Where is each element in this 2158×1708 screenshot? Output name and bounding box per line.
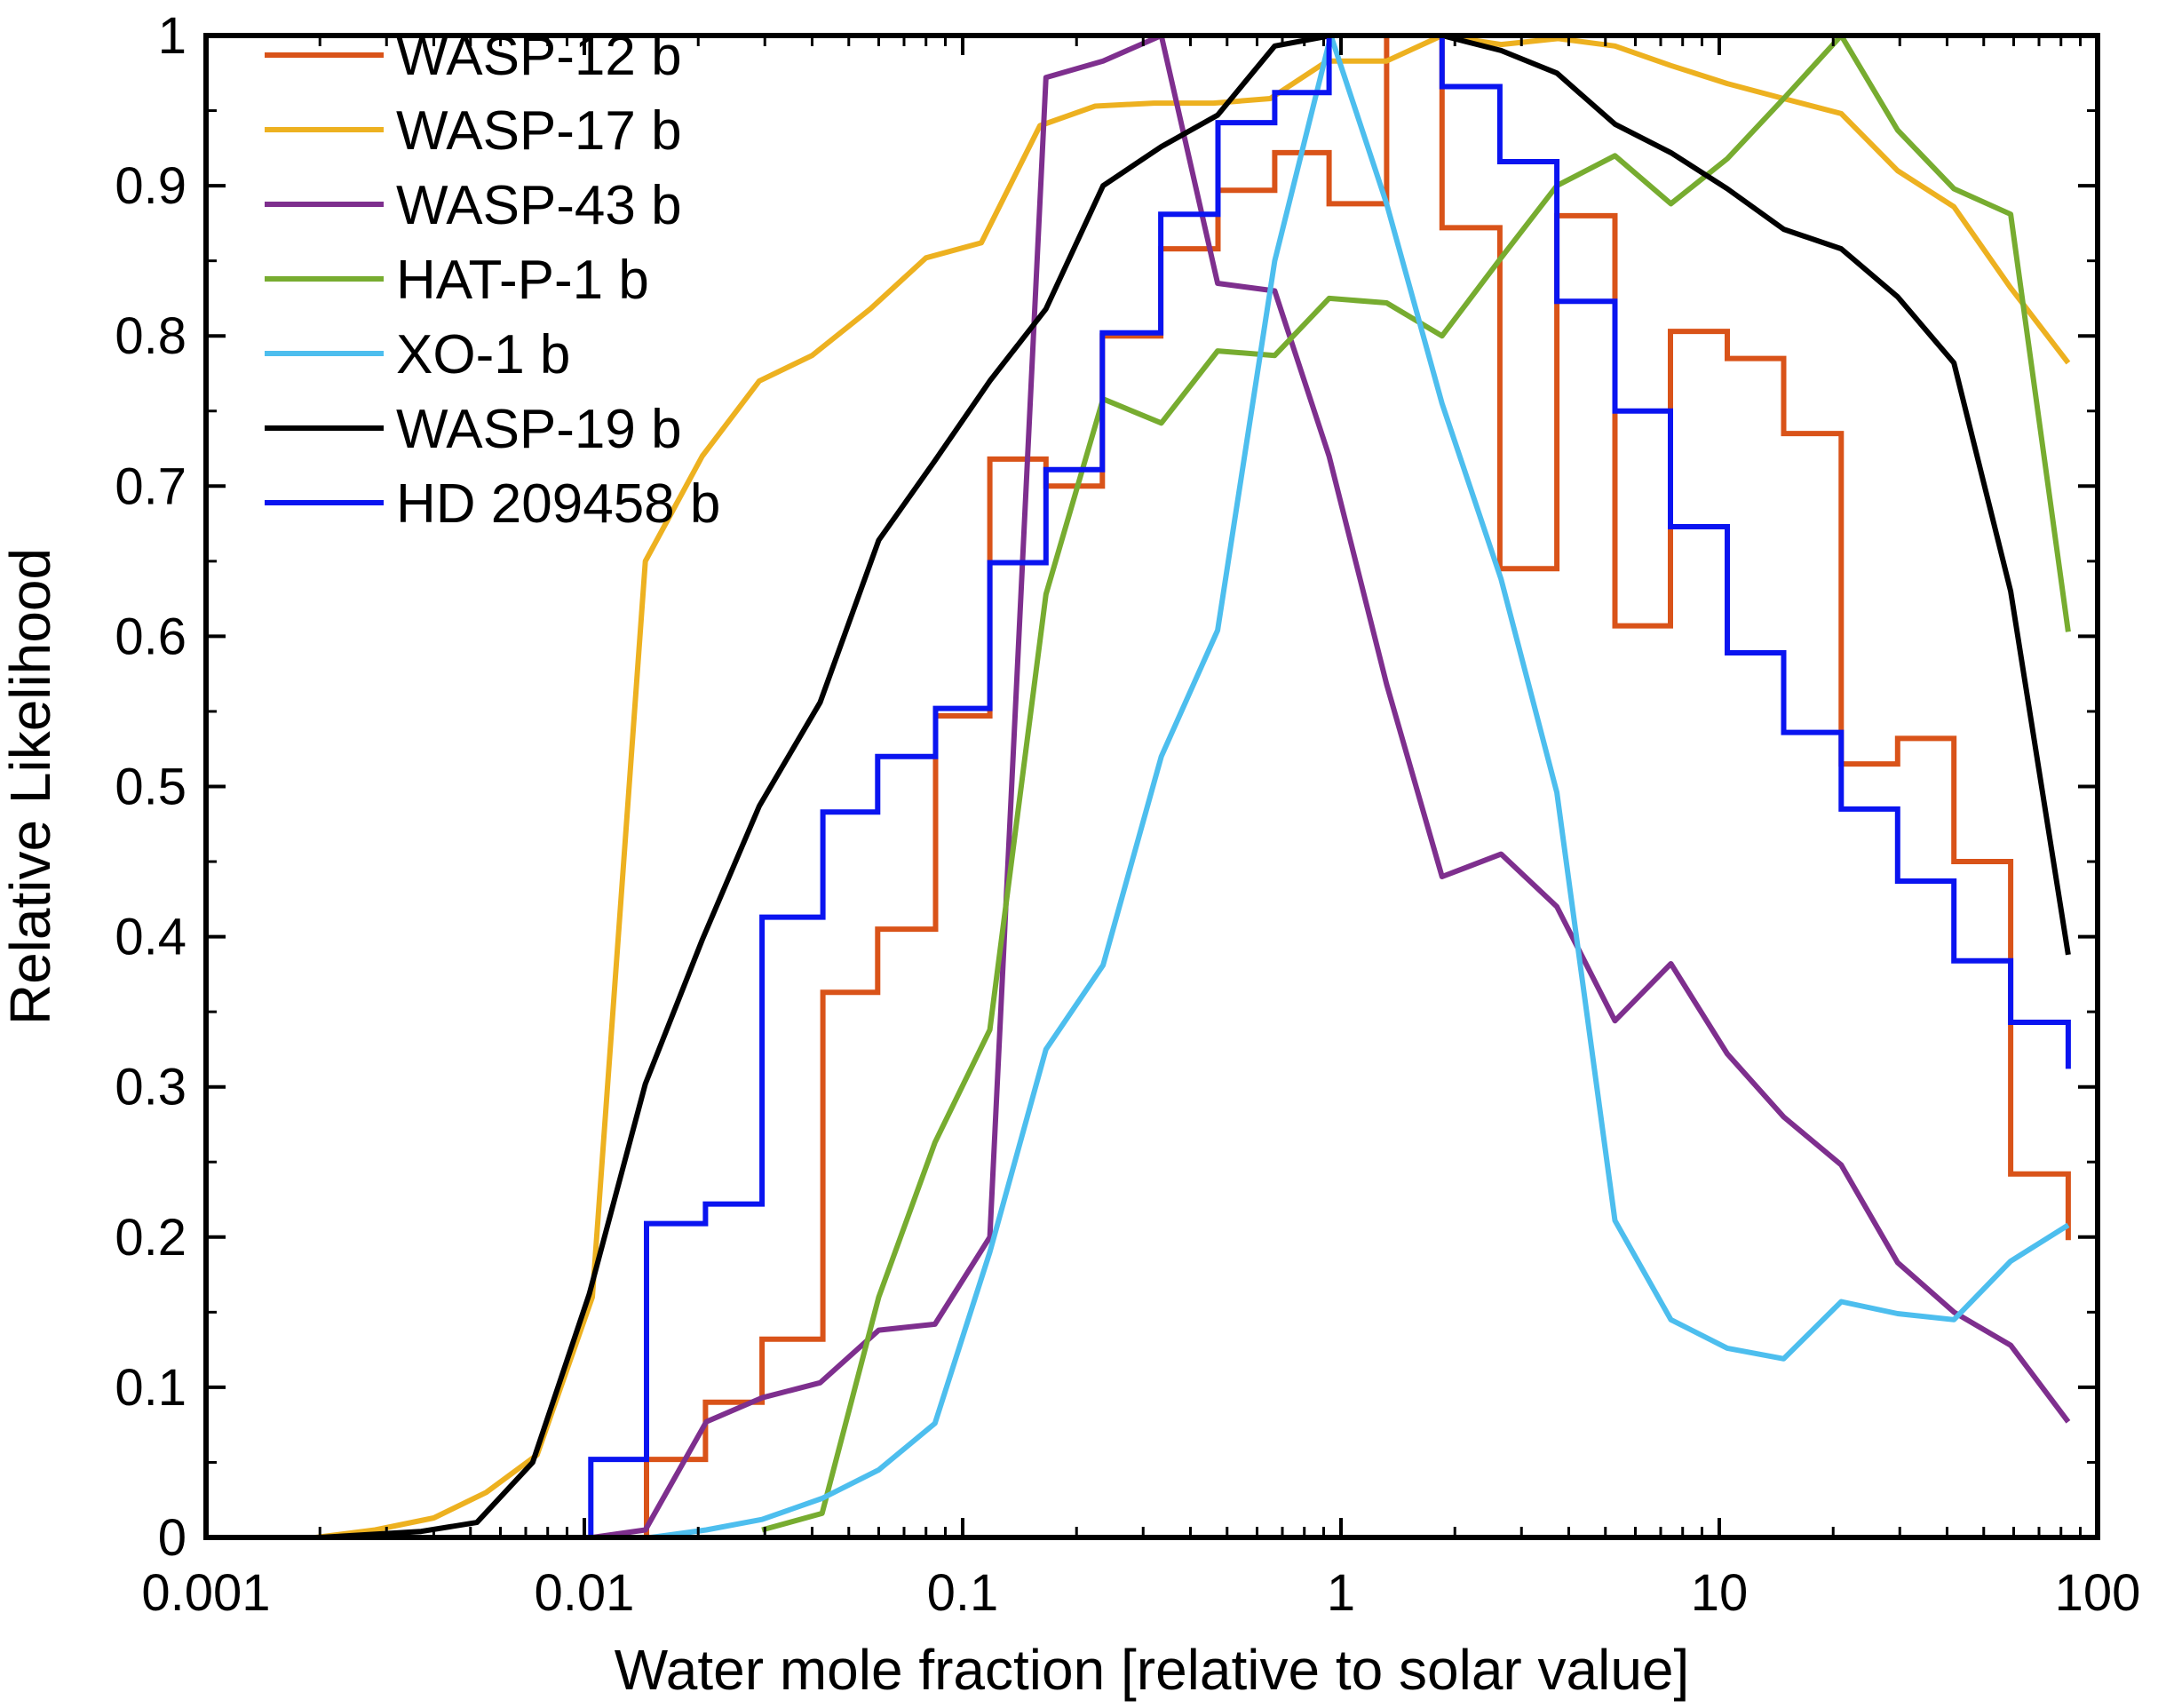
y-tick-label: 0.6 (115, 608, 186, 665)
series-line-4 (761, 33, 2071, 1533)
y-tick-label: 0.7 (115, 457, 186, 515)
legend-label: WASP-17 b (396, 100, 682, 162)
legend-label: HAT-P-1 b (396, 250, 649, 311)
series-line-1 (644, 33, 2071, 1537)
series-line-3 (411, 33, 2071, 1540)
x-tick-label: 0.001 (141, 1564, 270, 1622)
legend-label: XO-1 b (396, 324, 570, 385)
series-line-5 (650, 33, 2070, 1540)
plot-frame (203, 33, 2100, 1540)
ticks-layer: 0.001 0.01 0.1 1 10 100 0 0.1 0.2 0.3 0.4 0.5 0.6 0.7… (115, 7, 2140, 1622)
legend-label: WASP-43 b (396, 175, 682, 236)
y-tick-label: 0.3 (115, 1059, 186, 1116)
x-tick-label: 0.01 (535, 1564, 635, 1622)
y-tick-label: 0.8 (115, 307, 186, 365)
y-tick-label: 1 (158, 7, 186, 65)
legend-label: WASP-19 b (396, 399, 682, 460)
y-tick-label: 0.4 (115, 909, 186, 966)
series-layer (206, 33, 2071, 1540)
legend-label: WASP-12 b (396, 26, 682, 87)
x-tick-label: 1 (1327, 1564, 1355, 1622)
y-axis-title: Relative Likelihood (0, 548, 62, 1025)
y-tick-label: 0.9 (115, 157, 186, 215)
x-tick-label: 10 (1691, 1564, 1749, 1622)
x-tick-label: 0.1 (927, 1564, 999, 1622)
y-tick-label: 0.2 (115, 1209, 186, 1267)
y-tick-label: 0 (158, 1509, 186, 1567)
legend-label: HD 209458 b (396, 473, 720, 535)
y-tick-label: 0.5 (115, 759, 186, 816)
x-axis-title: Water mole fraction [relative to solar v… (615, 1638, 1690, 1702)
x-tick-label: 100 (2055, 1564, 2141, 1622)
series-line-6 (206, 33, 2071, 1540)
y-tick-label: 0.1 (115, 1359, 186, 1417)
legend: WASP-12 b WASP-17 b WASP-43 b HAT-P-1 b XO-1… (265, 26, 720, 535)
series-line-7 (588, 33, 2071, 1537)
